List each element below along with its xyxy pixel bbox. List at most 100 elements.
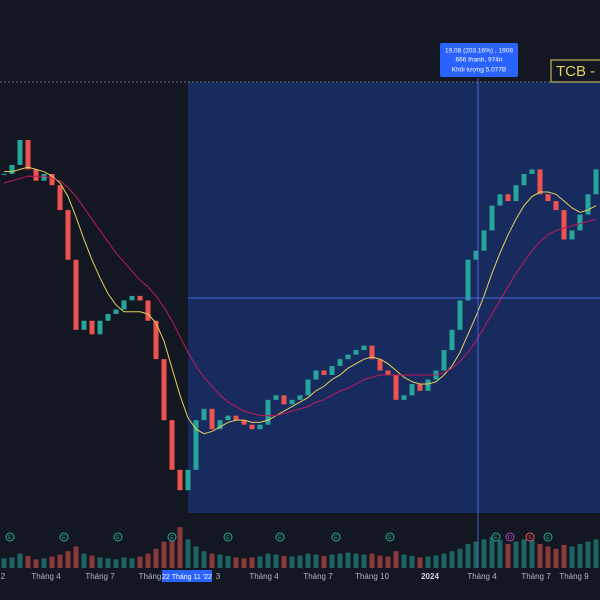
candle [345, 354, 351, 360]
candle [377, 359, 383, 371]
candle [505, 194, 511, 202]
volume-bar [465, 544, 471, 568]
event-label: E [546, 535, 550, 541]
volume-bar [593, 539, 599, 568]
candle [121, 300, 127, 310]
volume-bar [89, 555, 95, 568]
candle [361, 345, 367, 351]
event-marker [275, 532, 285, 542]
candle [153, 320, 159, 360]
x-tick-label: Tháng 4 [31, 572, 61, 581]
volume-bar [545, 546, 551, 568]
volume-bar [169, 534, 175, 568]
x-tick-label: 2024 [421, 572, 439, 581]
volume-bar [361, 554, 367, 568]
candle [553, 201, 559, 211]
x-tick-label: 22 Tháng 11 '22 [162, 574, 212, 581]
event-marker [113, 532, 123, 542]
volume-bar [161, 541, 167, 568]
x-tick-label: Tháng 9 [559, 572, 589, 581]
volume-bar [177, 527, 183, 568]
volume-bar [25, 556, 31, 568]
volume-bar [185, 539, 191, 568]
volume-bar [537, 544, 543, 568]
candle [193, 420, 199, 470]
volume-bar [353, 553, 359, 568]
symbol-box [550, 59, 600, 83]
volume-bar [73, 546, 79, 568]
candle [129, 295, 135, 301]
volume-bar [289, 556, 295, 568]
candle [577, 214, 583, 231]
candle [313, 370, 319, 380]
candle [289, 399, 295, 405]
volume-bar [273, 554, 279, 568]
volume-bar [585, 541, 591, 568]
candle [513, 185, 519, 202]
event-label: E [278, 535, 282, 541]
volume-bar [529, 540, 535, 568]
volume-bar [241, 558, 247, 568]
volume-bar [33, 559, 39, 568]
x-tick-label: Tháng 7 [85, 572, 115, 581]
volume-bar [225, 556, 231, 568]
candle [281, 395, 287, 405]
event-marker [167, 532, 177, 542]
candle [537, 169, 543, 195]
volume-bar [105, 558, 111, 568]
event-label: E [170, 535, 174, 541]
candle [233, 415, 239, 421]
candle [561, 210, 567, 240]
volume-bar [265, 553, 271, 568]
tooltip-text: 666 thanh, 974n [456, 57, 503, 64]
candle [17, 140, 23, 165]
event-marker [525, 532, 535, 542]
candle [321, 370, 327, 375]
candle [337, 359, 343, 366]
volume-bar [513, 541, 519, 568]
candle [241, 420, 247, 425]
candle [465, 259, 471, 301]
volume-bar [1, 558, 7, 568]
volume-bar [57, 554, 63, 568]
tooltip-box [440, 43, 518, 77]
volume-bar [81, 553, 87, 568]
candle [137, 295, 143, 301]
candle [521, 173, 527, 186]
candle [217, 420, 223, 430]
volume-bar [489, 536, 495, 568]
volume-bar [129, 558, 135, 568]
x-tick-label: Tháng 4 [467, 572, 497, 581]
volume-bar [201, 551, 207, 568]
volume-bar [425, 556, 431, 568]
volume-bar [345, 552, 351, 568]
event-marker [491, 532, 501, 542]
volume-bar [577, 544, 583, 568]
volume-bar [97, 557, 103, 568]
x-tick-label: 2 [1, 572, 6, 581]
event-marker [331, 532, 341, 542]
volume-bar [553, 548, 559, 568]
volume-bar [137, 556, 143, 568]
candle [113, 309, 119, 314]
measure-range [188, 82, 600, 513]
candle [569, 230, 575, 240]
volume-bar [49, 556, 55, 568]
volume-bar [457, 548, 463, 568]
volume-bar [113, 559, 119, 568]
x-tick-label: Tháng 7 [521, 572, 551, 581]
volume-bar [9, 557, 15, 568]
candle [9, 164, 15, 174]
volume-bar [417, 557, 423, 568]
candle [473, 250, 479, 260]
volume-bar [521, 539, 527, 568]
volume-bar [17, 553, 23, 568]
candle [385, 370, 391, 375]
candle [169, 420, 175, 470]
event-label: E [388, 535, 392, 541]
candle [457, 300, 463, 330]
candle [81, 320, 87, 330]
candle [185, 469, 191, 491]
candle [593, 169, 599, 195]
